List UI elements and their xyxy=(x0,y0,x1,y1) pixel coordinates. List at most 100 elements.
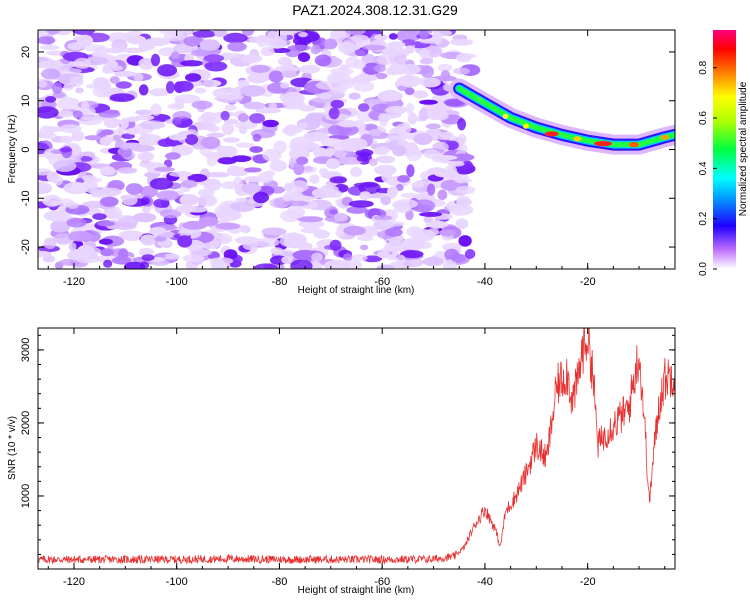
noise-blob xyxy=(100,129,114,136)
noise-blob xyxy=(75,178,85,184)
noise-blob xyxy=(422,256,445,267)
noise-blob xyxy=(95,46,110,55)
noise-blob xyxy=(464,249,476,259)
noise-blob xyxy=(426,183,436,196)
x-tick-label: -20 xyxy=(580,276,596,288)
noise-blob xyxy=(376,264,395,269)
noise-blob xyxy=(74,254,101,264)
noise-blob xyxy=(434,170,455,178)
colorbar-ticks: 0.0 0.2 0.4 0.6 0.8 xyxy=(698,60,717,276)
noise-blob xyxy=(253,263,279,269)
noise-blob xyxy=(118,230,143,239)
noise-blob xyxy=(67,42,85,51)
noise-blob xyxy=(290,259,313,269)
noise-blob xyxy=(223,249,238,260)
noise-blob xyxy=(145,44,156,51)
noise-blob xyxy=(406,164,415,178)
noise-blob xyxy=(298,105,317,112)
noise-blob xyxy=(50,200,60,206)
noise-blob xyxy=(38,60,64,70)
noise-blob xyxy=(47,30,60,35)
noise-blob xyxy=(177,235,193,248)
noise-blob xyxy=(49,211,72,222)
noise-blob xyxy=(311,187,337,199)
noise-blob xyxy=(394,52,407,65)
noise-blob xyxy=(149,226,167,235)
noise-blob xyxy=(102,65,111,74)
x-tick-label: -80 xyxy=(271,276,287,288)
colorbar-tick-label: 0.4 xyxy=(698,161,709,175)
noise-blob xyxy=(269,47,291,54)
noise-blob xyxy=(206,125,220,132)
noise-blob xyxy=(122,47,145,54)
noise-blob xyxy=(98,238,113,245)
snr-xlabel: Height of straight line (km) xyxy=(298,585,415,596)
track-peak xyxy=(544,131,559,137)
x-tick-label: -80 xyxy=(271,576,287,588)
track-peak xyxy=(573,136,582,142)
noise-blob xyxy=(268,70,284,83)
noise-blob xyxy=(284,124,298,137)
noise-blob xyxy=(237,79,250,88)
noise-blob xyxy=(241,183,262,194)
noise-blob xyxy=(437,63,453,72)
x-tick-label: -120 xyxy=(63,576,85,588)
noise-blob xyxy=(216,209,242,221)
noise-blob xyxy=(38,30,47,38)
y-tick-label: 3000 xyxy=(20,338,32,362)
noise-blob xyxy=(98,111,121,118)
noise-blob xyxy=(190,49,210,57)
noise-blob xyxy=(288,147,310,160)
noise-blob xyxy=(433,155,458,161)
noise-blob xyxy=(374,164,397,176)
noise-blob xyxy=(349,34,369,43)
noise-blob xyxy=(395,183,404,192)
noise-blob xyxy=(314,54,332,67)
noise-blob xyxy=(38,250,53,258)
noise-blob xyxy=(147,113,171,123)
noise-blob xyxy=(425,220,449,229)
noise-blob xyxy=(134,114,155,121)
noise-blob xyxy=(205,172,230,178)
colorbar: 0.0 0.2 0.4 0.6 0.8 Normalized spectral ampl… xyxy=(698,30,749,276)
noise-blob xyxy=(458,235,472,247)
noise-blob xyxy=(141,254,155,261)
noise-blob xyxy=(353,59,367,70)
noise-blob xyxy=(215,222,241,230)
noise-blob xyxy=(355,148,374,157)
noise-blob xyxy=(239,85,266,97)
noise-blob xyxy=(392,199,419,209)
noise-blob xyxy=(297,52,311,63)
noise-blob xyxy=(281,70,297,78)
noise-blob xyxy=(115,81,132,89)
noise-blob xyxy=(139,120,166,130)
colorbar-gradient xyxy=(713,30,736,269)
noise-blob xyxy=(117,167,138,174)
noise-blob xyxy=(59,147,72,153)
noise-blob xyxy=(40,132,57,140)
noise-blob xyxy=(154,166,175,172)
noise-blob xyxy=(209,257,234,265)
noise-blob xyxy=(43,237,57,249)
noise-blob xyxy=(84,135,102,141)
noise-blob xyxy=(119,147,133,158)
noise-blob xyxy=(252,133,262,142)
noise-blob xyxy=(381,246,407,252)
noise-blob xyxy=(358,103,370,112)
noise-blob xyxy=(125,143,143,149)
track-peak xyxy=(502,113,509,119)
noise-blob xyxy=(104,118,124,126)
noise-blob xyxy=(38,168,52,176)
noise-blob xyxy=(419,99,438,105)
noise-blob xyxy=(395,123,412,135)
noise-blob xyxy=(66,201,79,209)
noise-blob xyxy=(137,134,163,146)
snr-panel: -120 -100 -80 -60 -40 -20 1000 2000 3000 Height … xyxy=(7,327,676,596)
noise-blob xyxy=(52,82,63,94)
noise-blob xyxy=(244,167,262,173)
noise-blob xyxy=(391,107,402,114)
noise-blob xyxy=(334,150,347,159)
y-tick-label: -10 xyxy=(20,190,32,206)
noise-blob xyxy=(376,54,398,66)
